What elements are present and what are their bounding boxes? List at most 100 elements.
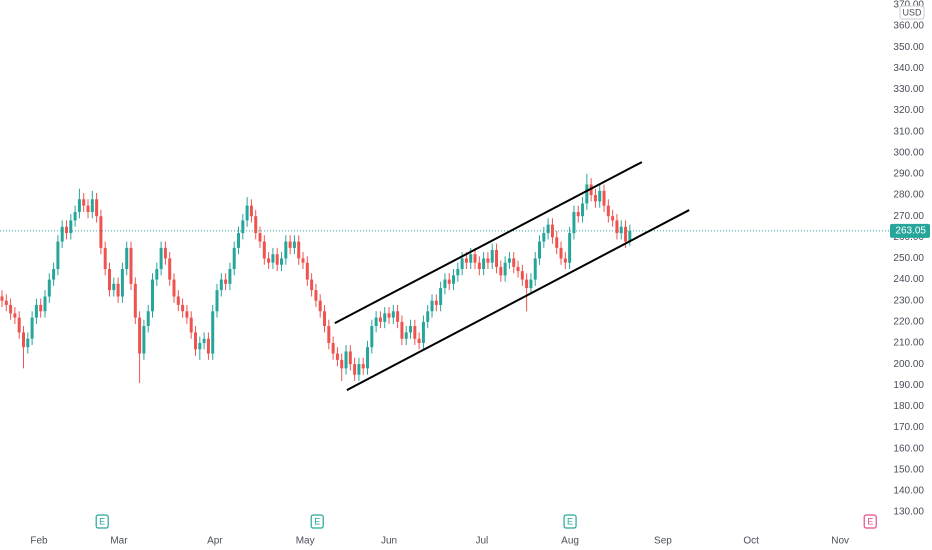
candle-body [30,317,34,339]
candle-body [65,226,69,234]
candle-body [185,311,189,318]
candle-body [624,226,628,242]
event-label: E [567,516,573,526]
trendline [334,161,643,324]
candle-body [383,313,387,322]
y-tick-label: 250.00 [893,253,924,264]
candle-body [585,184,589,204]
candle-body [555,237,559,248]
y-tick-label: 360.00 [893,21,924,32]
event-label: E [99,516,105,526]
candle-body [60,226,64,242]
x-tick-label: Jun [381,536,397,547]
candle-body [275,254,279,265]
y-tick-label: 170.00 [893,422,924,433]
candle-body [284,241,288,259]
candle-body [615,220,619,234]
candle-body [563,258,567,263]
candle-body [434,300,438,305]
candle-body [159,247,163,270]
candle-body [9,304,13,314]
candle-body [452,275,456,284]
candle-body [421,321,425,343]
candle-body [82,199,86,206]
x-tick-label: Sep [654,536,672,547]
candle-body [378,317,382,322]
candle-body [439,288,443,305]
candle-body [168,258,172,280]
candle-body [366,347,370,369]
candle-body [56,241,60,270]
y-tick-label: 320.00 [893,105,924,116]
candle-body [520,271,524,280]
candle-body [499,266,503,276]
candle-body [172,279,176,297]
candle-body [374,317,378,327]
candle-body [146,311,150,327]
candle-body [129,247,133,284]
candle-body [26,338,30,348]
candle-body [357,364,361,375]
candle-body [606,205,610,217]
y-tick-label: 270.00 [893,211,924,222]
candle-body [456,269,460,276]
candle-body [17,317,21,333]
candle-body [155,269,159,280]
candle-body [206,338,210,354]
x-tick-label: Jul [476,536,489,547]
x-tick-label: Apr [207,536,223,547]
candle-body [331,342,335,354]
candle-body [318,300,322,312]
candle-body [116,283,120,297]
candle-body [490,249,494,263]
candle-body [219,279,223,291]
candle-body [90,199,94,212]
candle-body [340,359,344,369]
y-tick-label: 200.00 [893,359,924,370]
candle-body [86,205,90,212]
candle-body [112,283,116,291]
candle-body [292,241,296,248]
y-tick-label: 150.00 [893,464,924,475]
y-tick-label: 330.00 [893,84,924,95]
candle-body [413,326,417,339]
candle-body [391,311,395,318]
candle-body [142,326,146,354]
candle-body [254,216,258,234]
candle-body [301,258,305,263]
candle-body [628,230,632,242]
candle-body [249,205,253,217]
candle-body [232,247,236,270]
candle-body [344,351,348,369]
candle-body [198,342,202,350]
candle-body [529,279,533,289]
candle-body [550,224,554,238]
candle-body [120,269,124,297]
candle-body [280,258,284,265]
y-tick-label: 160.00 [893,443,924,454]
candle-body [477,262,481,270]
candle-body [593,195,597,202]
candle-body [258,233,262,242]
candle-body [189,317,193,333]
candle-body [211,311,215,354]
currency-box [899,5,925,20]
event-label: E [314,516,320,526]
candle-body [108,269,112,291]
y-tick-label: 280.00 [893,190,924,201]
candle-body [400,321,404,339]
candle-body [417,338,421,343]
y-tick-label: 350.00 [893,42,924,53]
candle-body [52,269,56,280]
x-tick-label: Feb [30,536,48,547]
candle-body [396,311,400,322]
candle-body [327,326,331,343]
candle-body [95,199,99,217]
candle-body [512,258,516,267]
candle-body [568,233,572,263]
candle-body [538,241,542,259]
x-tick-label: Aug [561,536,579,547]
candle-body [572,211,576,234]
candle-body [525,279,529,289]
